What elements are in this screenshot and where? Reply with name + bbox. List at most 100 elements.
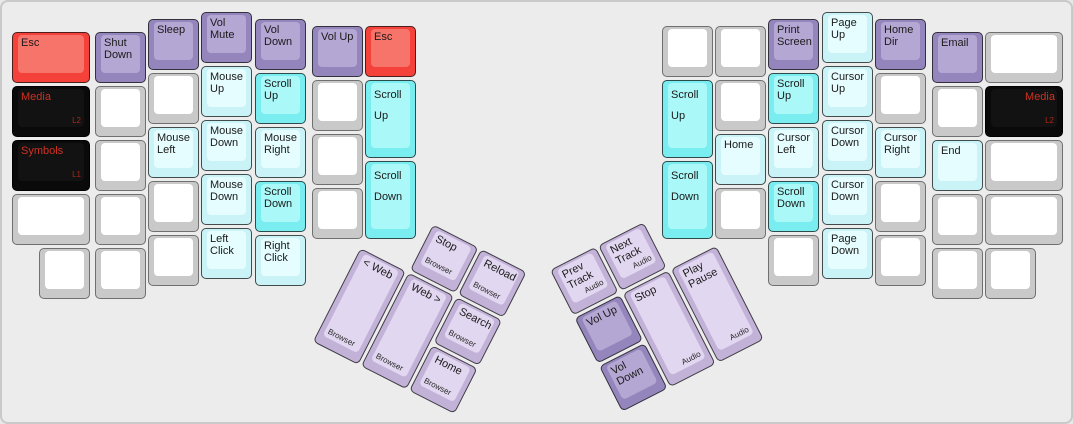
key-esc-inner-left[interactable]: Esc xyxy=(365,26,416,77)
key-blank[interactable] xyxy=(312,80,363,131)
key-label: Scroll Down xyxy=(374,170,403,204)
key-blank[interactable] xyxy=(985,248,1036,299)
key-blank[interactable] xyxy=(768,235,819,286)
key-blank[interactable] xyxy=(12,194,90,245)
keycap-top xyxy=(101,251,140,289)
keycap-top xyxy=(938,89,977,127)
key-label: Mouse Down xyxy=(210,179,244,204)
key-label: Home Dir xyxy=(884,24,914,49)
key-sublabel: L2 xyxy=(72,116,81,126)
keycap-top: Reload Browser xyxy=(467,254,520,306)
key-blank[interactable] xyxy=(148,235,199,286)
key-blank[interactable] xyxy=(95,86,146,137)
key-scroll-up-tall[interactable]: Scroll Up xyxy=(365,80,416,158)
key-shut-down[interactable]: Shut Down xyxy=(95,32,146,83)
keycap-top xyxy=(774,238,813,276)
key-blank[interactable] xyxy=(932,194,983,245)
keycap-top xyxy=(881,184,920,222)
key-vol-mute[interactable]: Vol Mute xyxy=(201,12,252,63)
key-blank[interactable] xyxy=(39,248,90,299)
key-email[interactable]: Email xyxy=(932,32,983,83)
key-label: Vol Up xyxy=(321,31,354,43)
key-blank[interactable] xyxy=(715,188,766,239)
key-scroll-down[interactable]: Scroll Down xyxy=(768,181,819,232)
key-mouse-down[interactable]: Mouse Down xyxy=(201,174,252,225)
key-vol-down[interactable]: Vol Down xyxy=(255,19,306,70)
key-left-click[interactable]: Left Click xyxy=(201,228,252,279)
key-label: Cursor Up xyxy=(831,71,865,96)
key-label: < Web xyxy=(360,256,395,282)
keycap-top: Symbols L1 xyxy=(18,143,84,181)
key-blank[interactable] xyxy=(875,181,926,232)
key-blank[interactable] xyxy=(985,194,1063,245)
keycap-top: Scroll Up xyxy=(371,83,410,148)
keycap-top xyxy=(881,238,920,276)
keycap-top xyxy=(154,76,193,114)
keycap-top xyxy=(318,83,357,121)
key-blank[interactable] xyxy=(148,181,199,232)
key-blank[interactable] xyxy=(312,188,363,239)
key-blank[interactable] xyxy=(312,134,363,185)
key-blank[interactable] xyxy=(985,140,1063,191)
key-blank[interactable] xyxy=(662,26,713,77)
key-blank[interactable] xyxy=(932,86,983,137)
key-scroll-down-tall[interactable]: Scroll Down xyxy=(365,161,416,239)
key-label: Play Pause xyxy=(681,259,720,292)
key-sleep[interactable]: Sleep xyxy=(148,19,199,70)
keycap-top xyxy=(45,251,84,289)
key-blank[interactable] xyxy=(95,194,146,245)
key-scroll-up[interactable]: Scroll Up xyxy=(255,73,306,124)
keycap-top xyxy=(991,35,1057,73)
key-mouse-left[interactable]: Mouse Left xyxy=(148,127,199,178)
key-cursor-down[interactable]: Cursor Down xyxy=(822,120,873,171)
key-label: Esc xyxy=(374,31,393,43)
key-blank[interactable] xyxy=(932,248,983,299)
key-sublabel: Browser xyxy=(471,279,502,302)
keycap-top: Scroll Up xyxy=(261,76,300,114)
keycap-top: Scroll Down xyxy=(371,164,410,229)
key-symbols-layer[interactable]: Symbols L1 xyxy=(12,140,90,191)
key-cursor-down[interactable]: Cursor Down xyxy=(822,174,873,225)
key-blank[interactable] xyxy=(875,73,926,124)
keycap-top: Scroll Down xyxy=(668,164,707,229)
key-page-up[interactable]: Page Up xyxy=(822,12,873,63)
keycap-top xyxy=(318,191,357,229)
key-mouse-down[interactable]: Mouse Down xyxy=(201,120,252,171)
key-cursor-right[interactable]: Cursor Right xyxy=(875,127,926,178)
key-blank[interactable] xyxy=(95,248,146,299)
key-esc-left[interactable]: Esc xyxy=(12,32,90,83)
key-blank[interactable] xyxy=(715,26,766,77)
keycap-top: Print Screen xyxy=(774,22,813,60)
key-mouse-right[interactable]: Mouse Right xyxy=(255,127,306,178)
keycap-top: Home xyxy=(721,137,760,175)
key-media-layer-left[interactable]: Media L2 xyxy=(12,86,90,137)
key-blank[interactable] xyxy=(715,80,766,131)
key-scroll-up-tall[interactable]: Scroll Up xyxy=(662,80,713,158)
keycap-top: Media L2 xyxy=(18,89,84,127)
key-print-screen[interactable]: Print Screen xyxy=(768,19,819,70)
key-scroll-down[interactable]: Scroll Down xyxy=(255,181,306,232)
key-cursor-up[interactable]: Cursor Up xyxy=(822,66,873,117)
key-end[interactable]: End xyxy=(932,140,983,191)
keycap-top xyxy=(938,251,977,289)
key-blank[interactable] xyxy=(148,73,199,124)
key-home[interactable]: Home xyxy=(715,134,766,185)
keycap-top: Scroll Down xyxy=(774,184,813,222)
key-page-down[interactable]: Page Down xyxy=(822,228,873,279)
key-home-dir[interactable]: Home Dir xyxy=(875,19,926,70)
keycap-top: Email xyxy=(938,35,977,73)
key-mouse-up[interactable]: Mouse Up xyxy=(201,66,252,117)
key-label: Mouse Down xyxy=(210,125,244,150)
keycap-top: Mouse Right xyxy=(261,130,300,168)
key-blank[interactable] xyxy=(985,32,1063,83)
key-blank[interactable] xyxy=(95,140,146,191)
key-scroll-down-tall[interactable]: Scroll Down xyxy=(662,161,713,239)
key-media-layer-right[interactable]: Media L2 xyxy=(985,86,1063,137)
key-cursor-left[interactable]: Cursor Left xyxy=(768,127,819,178)
key-blank[interactable] xyxy=(875,235,926,286)
key-label: Vol Mute xyxy=(210,17,235,42)
key-vol-up[interactable]: Vol Up xyxy=(312,26,363,77)
key-scroll-up[interactable]: Scroll Up xyxy=(768,73,819,124)
key-right-click[interactable]: Right Click xyxy=(255,235,306,286)
